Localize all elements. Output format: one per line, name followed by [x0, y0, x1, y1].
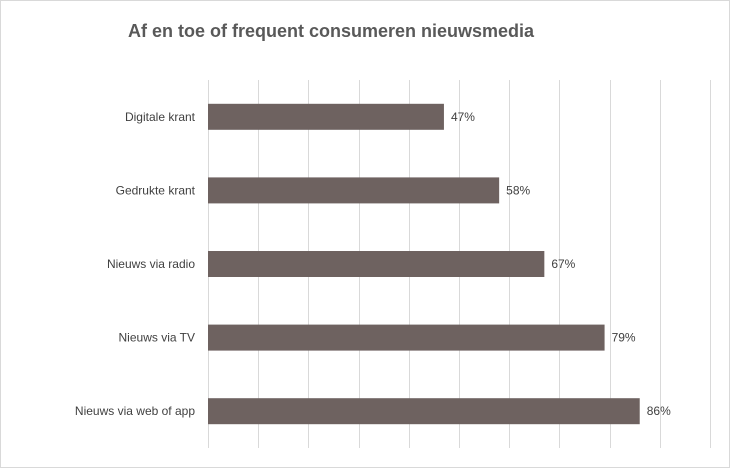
chart-title: Af en toe of frequent consumeren nieuwsm…: [127, 21, 535, 41]
bars: [208, 103, 640, 425]
category-label: Digitale krant: [125, 110, 196, 124]
category-label: Nieuws via TV: [119, 331, 195, 345]
bar: [208, 103, 444, 130]
value-label: 67%: [551, 257, 575, 271]
value-label: 79%: [612, 331, 636, 345]
value-labels: 47% 58% 67% 79% 86%: [451, 110, 671, 418]
bar: [208, 324, 605, 351]
category-label: Nieuws via radio: [107, 257, 195, 271]
bar: [208, 398, 640, 425]
bar: [208, 251, 545, 277]
value-label: 86%: [647, 404, 671, 418]
bar: [208, 177, 500, 204]
category-label: Nieuws via web of app: [75, 404, 195, 418]
value-label: 47%: [451, 110, 475, 124]
value-label: 58%: [506, 183, 530, 197]
category-labels: Digitale krant Gedrukte krant Nieuws via r…: [75, 110, 196, 418]
category-label: Gedrukte krant: [116, 183, 196, 197]
